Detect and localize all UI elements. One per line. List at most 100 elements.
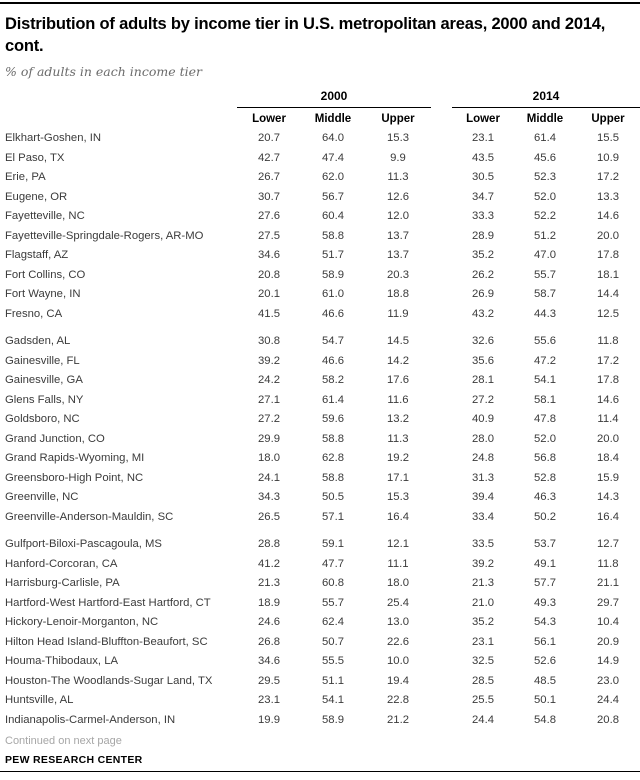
value-cell: 20.8 <box>597 713 619 726</box>
table-body: Elkhart-Goshen, IN 20.7 64.0 15.3 23.1 61.4 15… <box>0 129 640 730</box>
value-cell: 24.1 <box>258 471 280 484</box>
value-cell: 45.6 <box>534 151 556 164</box>
metro-area-label: Gainesville, FL <box>5 354 80 367</box>
value-cell: 51.2 <box>534 229 556 242</box>
value-cell: 47.4 <box>322 151 344 164</box>
value-cell: 60.4 <box>322 210 344 222</box>
value-cell: 20.0 <box>597 229 619 242</box>
value-cell: 34.6 <box>258 655 280 667</box>
value-cell: 21.1 <box>597 577 619 589</box>
value-cell: 35.2 <box>472 249 494 261</box>
metro-area-label: Erie, PA <box>5 171 46 183</box>
value-cell: 22.8 <box>387 694 409 706</box>
table-row: Gainesville, FL 39.2 46.6 14.2 35.6 47.2 17.2 <box>0 352 640 372</box>
value-cell: 17.8 <box>597 249 619 261</box>
value-cell: 16.4 <box>597 510 619 523</box>
tier-header-middle-2000: Middle <box>314 113 352 125</box>
value-cell: 25.5 <box>472 694 494 706</box>
table-row: Fort Collins, CO 20.8 58.9 20.3 26.2 55.7 18.1 <box>0 266 640 286</box>
value-cell: 18.0 <box>387 577 409 589</box>
metro-area-label: Houma-Thibodaux, LA <box>5 655 119 667</box>
value-cell: 20.3 <box>387 268 409 281</box>
table-row: Greenville-Anderson-Mauldin, SC 26.5 57.1 1… <box>0 508 640 528</box>
metro-area-label: Hickory-Lenoir-Morganton, NC <box>5 616 159 628</box>
table-row: Fort Wayne, IN 20.1 61.0 18.8 26.9 58.7 14.4 <box>0 285 640 305</box>
value-cell: 40.9 <box>472 413 494 425</box>
value-cell: 20.8 <box>258 268 280 281</box>
table-row: Flagstaff, AZ 34.6 51.7 13.7 35.2 47.0 17.8 <box>0 246 640 266</box>
metro-area-label: Grand Junction, CO <box>5 432 105 445</box>
value-cell: 33.5 <box>472 538 494 550</box>
table-row: Fresno, CA 41.5 46.6 11.9 43.2 44.3 12.5 <box>0 305 640 325</box>
value-cell: 26.9 <box>472 288 494 300</box>
metro-area-label: Hanford-Corcoran, CA <box>5 557 118 570</box>
tier-header-middle-2014: Middle <box>526 113 564 125</box>
metro-area-label: Grand Rapids-Wyoming, MI <box>5 452 145 464</box>
metro-area-label: Fort Collins, CO <box>5 268 86 281</box>
value-cell: 47.7 <box>322 557 344 570</box>
value-cell: 29.7 <box>597 596 619 609</box>
value-cell: 54.1 <box>534 374 556 386</box>
value-cell: 49.3 <box>534 596 556 609</box>
value-cell: 20.0 <box>597 432 619 445</box>
value-cell: 21.3 <box>472 577 494 589</box>
value-cell: 50.5 <box>322 491 344 503</box>
metro-area-label: Goldsboro, NC <box>5 413 80 425</box>
value-cell: 32.5 <box>472 655 494 667</box>
metro-area-label: Indianapolis-Carmel-Anderson, IN <box>5 713 176 726</box>
value-cell: 28.8 <box>258 538 280 550</box>
value-cell: 18.4 <box>597 452 619 464</box>
metro-area-label: Flagstaff, AZ <box>5 249 69 261</box>
value-cell: 23.1 <box>472 635 494 648</box>
value-cell: 17.2 <box>597 171 619 183</box>
bottom-rule <box>0 771 640 772</box>
value-cell: 24.2 <box>258 374 280 386</box>
table-row: Harrisburg-Carlisle, PA 21.3 60.8 18.0 21.3 5… <box>0 574 640 594</box>
value-cell: 29.5 <box>258 674 280 687</box>
value-cell: 49.1 <box>534 557 556 570</box>
value-cell: 20.1 <box>258 288 280 300</box>
tier-header-lower-2000: Lower <box>252 113 286 125</box>
value-cell: 33.4 <box>472 510 494 523</box>
value-cell: 28.1 <box>472 374 494 386</box>
value-cell: 23.1 <box>472 132 494 144</box>
row-group: Elkhart-Goshen, IN 20.7 64.0 15.3 23.1 61.4 15… <box>0 129 640 324</box>
value-cell: 64.0 <box>322 132 344 144</box>
value-cell: 15.9 <box>597 471 619 484</box>
value-cell: 25.4 <box>387 596 409 609</box>
value-cell: 56.1 <box>534 635 556 648</box>
value-cell: 54.7 <box>322 335 344 347</box>
table-row: Hickory-Lenoir-Morganton, NC 24.6 62.4 13.0… <box>0 613 640 633</box>
value-cell: 24.8 <box>472 452 494 464</box>
value-cell: 14.6 <box>597 210 619 222</box>
value-cell: 46.6 <box>322 307 344 320</box>
metro-area-label: Fayetteville-Springdale-Rogers, AR-MO <box>5 229 204 242</box>
value-cell: 52.6 <box>534 655 556 667</box>
value-cell: 15.3 <box>387 491 409 503</box>
value-cell: 51.1 <box>322 674 344 687</box>
value-cell: 30.8 <box>258 335 280 347</box>
table-row: Gadsden, AL 30.8 54.7 14.5 32.6 55.6 11.8 <box>0 332 640 352</box>
metro-area-label: Greensboro-High Point, NC <box>5 471 144 484</box>
value-cell: 44.3 <box>534 307 556 320</box>
continued-note: Continued on next page <box>5 735 122 747</box>
value-cell: 27.2 <box>472 393 494 406</box>
value-cell: 52.0 <box>534 432 556 445</box>
value-cell: 57.7 <box>534 577 556 589</box>
value-cell: 10.0 <box>387 655 409 667</box>
value-cell: 19.2 <box>387 452 409 464</box>
value-cell: 9.9 <box>390 151 406 164</box>
value-cell: 21.2 <box>387 713 409 726</box>
tier-header-upper-2000: Upper <box>381 113 415 125</box>
value-cell: 23.0 <box>597 674 619 687</box>
year-header-row: 2000 2014 <box>0 89 640 108</box>
value-cell: 56.7 <box>322 190 344 203</box>
metro-area-label: Houston-The Woodlands-Sugar Land, TX <box>5 674 213 687</box>
metro-area-label: El Paso, TX <box>5 151 65 164</box>
value-cell: 47.2 <box>534 354 556 367</box>
value-cell: 10.9 <box>597 151 619 164</box>
table-row: Elkhart-Goshen, IN 20.7 64.0 15.3 23.1 61.4 15… <box>0 129 640 149</box>
value-cell: 14.9 <box>597 655 619 667</box>
value-cell: 50.7 <box>322 635 344 648</box>
